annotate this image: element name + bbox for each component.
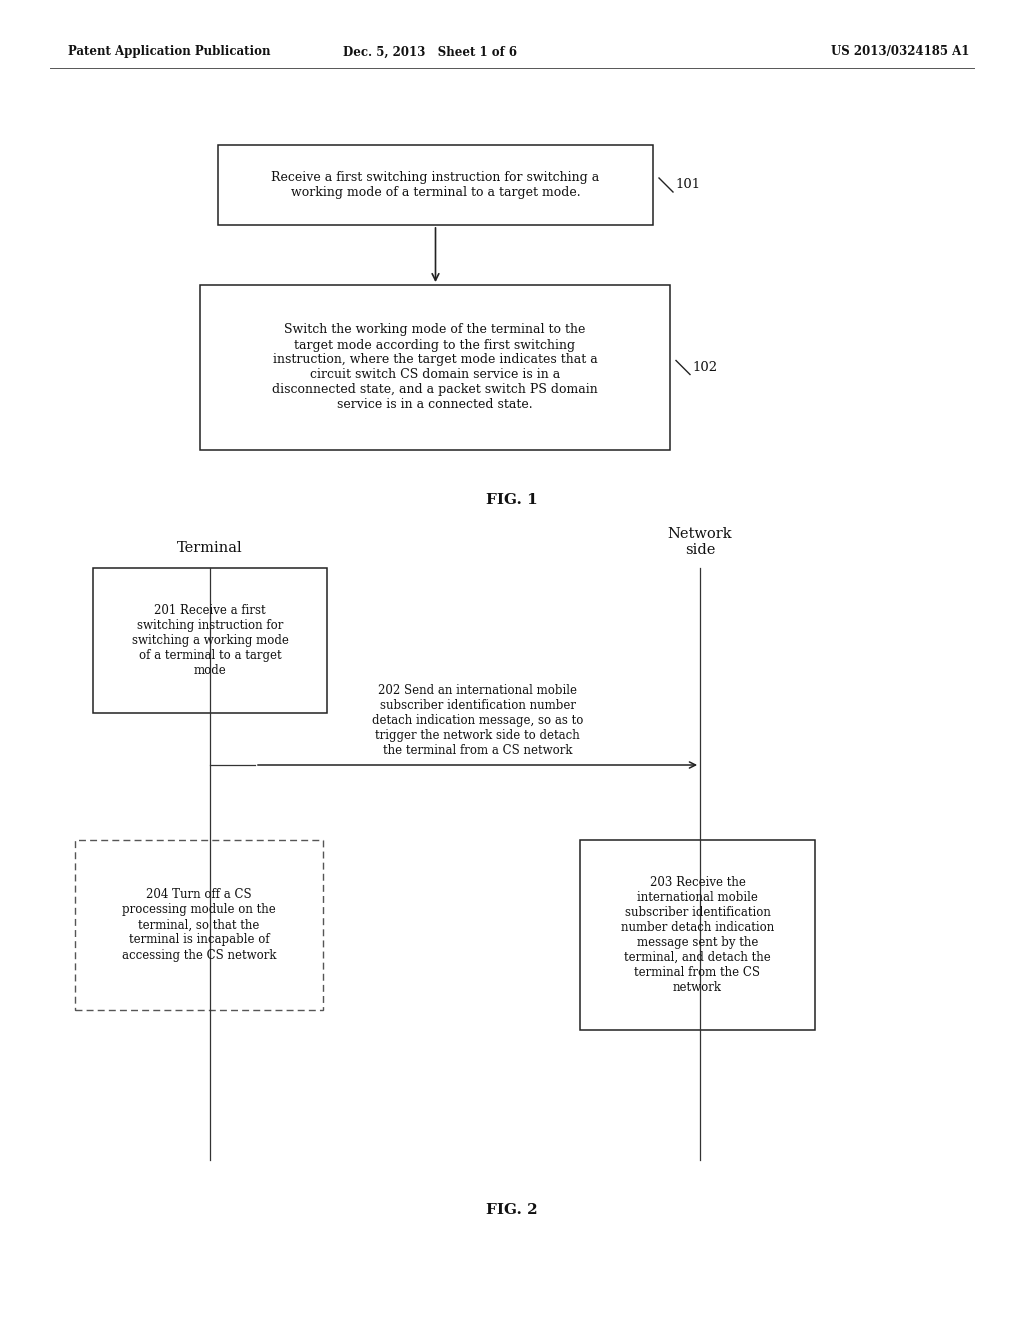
Text: 101: 101 xyxy=(675,178,700,191)
Bar xyxy=(580,840,815,1030)
Text: Dec. 5, 2013   Sheet 1 of 6: Dec. 5, 2013 Sheet 1 of 6 xyxy=(343,45,517,58)
Text: 102: 102 xyxy=(692,360,717,374)
Text: US 2013/0324185 A1: US 2013/0324185 A1 xyxy=(830,45,969,58)
Bar xyxy=(200,285,670,450)
Bar xyxy=(218,145,653,224)
Text: Network
side: Network side xyxy=(668,527,732,557)
Text: 204 Turn off a CS
processing module on the
terminal, so that the
terminal is inc: 204 Turn off a CS processing module on t… xyxy=(122,888,276,961)
Bar xyxy=(93,568,327,713)
Text: Receive a first switching instruction for switching a
working mode of a terminal: Receive a first switching instruction fo… xyxy=(271,172,600,199)
Text: Terminal: Terminal xyxy=(177,541,243,554)
Text: Patent Application Publication: Patent Application Publication xyxy=(68,45,270,58)
Text: Switch the working mode of the terminal to the
target mode according to the firs: Switch the working mode of the terminal … xyxy=(272,323,598,412)
Text: 202 Send an international mobile
subscriber identification number
detach indicat: 202 Send an international mobile subscri… xyxy=(372,684,584,756)
Text: FIG. 1: FIG. 1 xyxy=(486,492,538,507)
Text: 203 Receive the
international mobile
subscriber identification
number detach ind: 203 Receive the international mobile sub… xyxy=(621,876,774,994)
Bar xyxy=(75,840,323,1010)
Text: FIG. 2: FIG. 2 xyxy=(486,1203,538,1217)
Text: 201 Receive a first
switching instruction for
switching a working mode
of a term: 201 Receive a first switching instructio… xyxy=(131,605,289,677)
